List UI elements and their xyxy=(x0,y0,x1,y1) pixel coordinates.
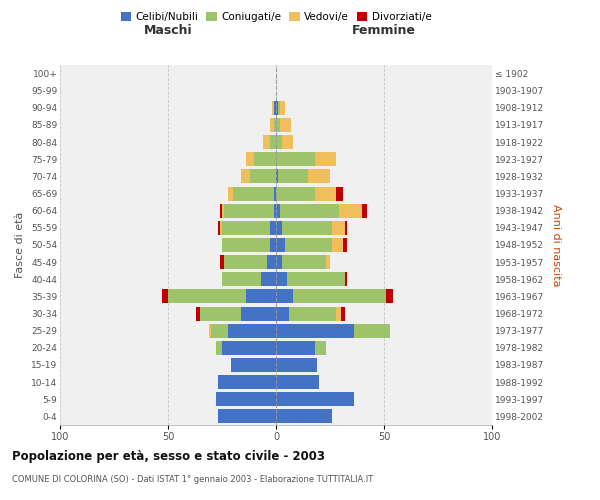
Bar xyxy=(215,341,222,355)
Bar xyxy=(289,306,337,320)
Bar xyxy=(241,306,276,320)
Bar xyxy=(293,290,386,304)
Y-axis label: Fasce di età: Fasce di età xyxy=(16,212,25,278)
Bar xyxy=(224,255,268,269)
Bar xyxy=(276,324,354,338)
Bar xyxy=(284,238,332,252)
Bar xyxy=(269,118,274,132)
Bar xyxy=(222,341,276,355)
Bar xyxy=(278,101,280,115)
Bar xyxy=(280,118,291,132)
Bar xyxy=(209,324,211,338)
Bar xyxy=(354,324,391,338)
Bar xyxy=(386,290,392,304)
Bar xyxy=(332,221,345,235)
Bar xyxy=(246,290,276,304)
Bar xyxy=(211,324,229,338)
Bar xyxy=(220,221,222,235)
Bar xyxy=(337,186,343,200)
Bar xyxy=(341,306,345,320)
Bar xyxy=(200,306,241,320)
Bar xyxy=(276,135,283,149)
Bar xyxy=(343,238,347,252)
Bar xyxy=(315,341,326,355)
Bar xyxy=(269,135,276,149)
Bar xyxy=(161,290,168,304)
Bar xyxy=(315,152,337,166)
Bar xyxy=(280,101,284,115)
Bar xyxy=(276,255,283,269)
Bar xyxy=(276,152,315,166)
Bar xyxy=(276,375,319,389)
Bar xyxy=(220,204,222,218)
Bar xyxy=(276,170,278,183)
Bar xyxy=(222,204,224,218)
Bar xyxy=(229,186,233,200)
Bar xyxy=(276,290,293,304)
Bar xyxy=(280,204,338,218)
Bar xyxy=(276,101,278,115)
Bar xyxy=(326,255,330,269)
Bar xyxy=(274,186,276,200)
Text: Maschi: Maschi xyxy=(143,24,193,38)
Bar xyxy=(168,290,246,304)
Bar xyxy=(272,101,274,115)
Text: Femmine: Femmine xyxy=(352,24,416,38)
Bar xyxy=(196,306,200,320)
Bar xyxy=(263,135,269,149)
Bar xyxy=(215,392,276,406)
Bar xyxy=(345,221,347,235)
Bar xyxy=(276,306,289,320)
Bar xyxy=(229,324,276,338)
Bar xyxy=(338,204,362,218)
Bar xyxy=(283,135,293,149)
Bar xyxy=(276,221,283,235)
Bar xyxy=(276,204,280,218)
Bar xyxy=(274,101,276,115)
Bar xyxy=(276,272,287,286)
Bar xyxy=(332,238,343,252)
Bar xyxy=(246,152,254,166)
Bar xyxy=(283,221,332,235)
Bar xyxy=(276,392,354,406)
Bar xyxy=(276,410,332,424)
Bar xyxy=(276,238,284,252)
Bar xyxy=(274,204,276,218)
Bar xyxy=(241,170,250,183)
Bar xyxy=(233,186,274,200)
Bar xyxy=(254,152,276,166)
Bar xyxy=(276,118,280,132)
Bar xyxy=(276,358,317,372)
Bar xyxy=(362,204,367,218)
Bar xyxy=(250,170,276,183)
Bar xyxy=(287,272,345,286)
Legend: Celibi/Nubili, Coniugati/e, Vedovi/e, Divorziati/e: Celibi/Nubili, Coniugati/e, Vedovi/e, Di… xyxy=(116,8,436,26)
Bar xyxy=(276,186,315,200)
Bar xyxy=(224,204,274,218)
Bar xyxy=(261,272,276,286)
Bar xyxy=(230,358,276,372)
Bar xyxy=(345,272,347,286)
Bar xyxy=(218,410,276,424)
Bar xyxy=(218,375,276,389)
Y-axis label: Anni di nascita: Anni di nascita xyxy=(551,204,560,286)
Bar xyxy=(269,221,276,235)
Bar xyxy=(218,221,220,235)
Bar xyxy=(274,118,276,132)
Text: COMUNE DI COLORINA (SO) - Dati ISTAT 1° gennaio 2003 - Elaborazione TUTTITALIA.I: COMUNE DI COLORINA (SO) - Dati ISTAT 1° … xyxy=(12,475,373,484)
Bar xyxy=(220,255,224,269)
Bar xyxy=(283,255,326,269)
Bar xyxy=(269,238,276,252)
Bar xyxy=(276,341,315,355)
Bar xyxy=(315,186,337,200)
Bar xyxy=(308,170,330,183)
Bar xyxy=(222,238,269,252)
Bar xyxy=(222,221,269,235)
Text: Popolazione per età, sesso e stato civile - 2003: Popolazione per età, sesso e stato civil… xyxy=(12,450,325,463)
Bar xyxy=(337,306,341,320)
Bar xyxy=(268,255,276,269)
Bar xyxy=(278,170,308,183)
Bar xyxy=(222,272,261,286)
